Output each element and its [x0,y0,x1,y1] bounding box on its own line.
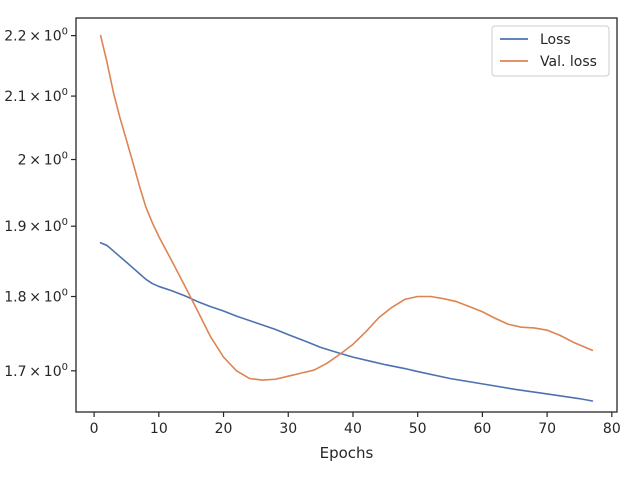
y-tick-label: 1.8 × 100 [4,288,68,306]
series-line-val-loss [99,34,594,381]
plot-frame [75,17,618,413]
y-ticks: 1.7 × 100 1.8 × 100 1.9 × 100 2 × 100 2.1 × … [4,27,76,380]
x-tick-label: 30 [279,421,297,437]
y-tick-label: 1.9 × 100 [4,217,68,235]
y-tick-label: 2.2 × 100 [4,27,68,45]
legend-label: Loss [540,32,571,48]
y-tick-label: 2.1 × 100 [4,87,68,105]
x-tick-label: 80 [603,421,621,437]
x-tick-label: 60 [473,421,491,437]
legend-label: Val. loss [540,54,597,70]
x-tick-label: 40 [344,421,362,437]
x-tick-label: 10 [150,421,168,437]
x-ticks: 0 10 20 30 40 50 60 70 80 [90,412,621,437]
series-layer [99,34,594,402]
series-line-loss [99,241,594,402]
x-tick-label: 50 [409,421,427,437]
x-tick-label: 0 [90,421,99,437]
x-axis-label: Epochs [320,444,374,462]
y-tick-label: 1.7 × 100 [4,362,68,380]
x-tick-label: 70 [538,421,556,437]
legend: Loss Val. loss [491,25,610,77]
x-tick-label: 20 [215,421,233,437]
y-tick-label: 2 × 100 [18,151,68,169]
